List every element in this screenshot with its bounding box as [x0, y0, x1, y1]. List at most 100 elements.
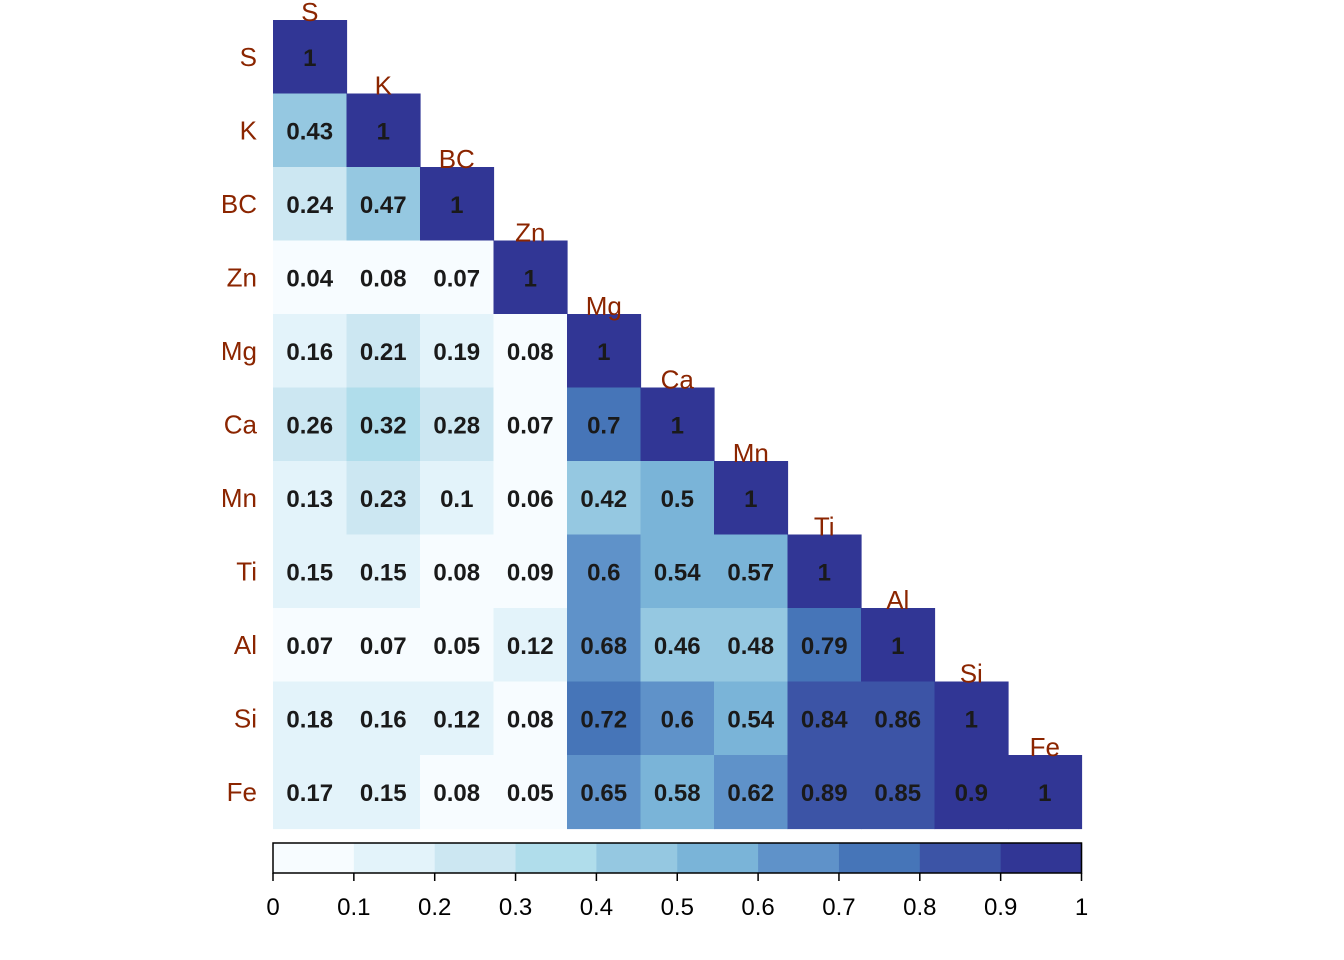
heatmap-cell-ti-mg [567, 534, 642, 609]
heatmap-cell-zn-s [273, 240, 348, 315]
heatmap-cell-si-mg [567, 681, 642, 756]
heatmap-cell-zn-bc [420, 240, 495, 315]
heatmap-cell-fe-al [861, 755, 936, 830]
cell-value-label: 1 [524, 265, 537, 292]
cell-value-label: 0.05 [433, 633, 480, 660]
heatmap-cell-al-k [346, 608, 421, 683]
heatmap-cell-ca-s [273, 387, 348, 462]
diag-label-si: Si [960, 659, 983, 689]
heatmap-cell-mg-mg [567, 314, 642, 389]
colorbar-bin [353, 843, 436, 873]
heatmap-cell-fe-s [273, 755, 348, 830]
row-label-fe: Fe [227, 777, 257, 807]
cell-value-label: 0.58 [654, 780, 701, 807]
row-label-ti: Ti [236, 556, 257, 586]
heatmap-cell-al-s [273, 608, 348, 683]
cell-value-label: 0.07 [360, 633, 407, 660]
heatmap-cell-k-s [273, 93, 348, 168]
heatmap-cell-al-mn [714, 608, 789, 683]
colorbar-tick-label: 0.2 [418, 894, 451, 921]
row-label-bc: BC [221, 189, 257, 219]
cell-value-label: 0.85 [874, 780, 921, 807]
cell-value-label: 0.54 [654, 559, 701, 586]
cell-value-label: 1 [671, 412, 684, 439]
heatmap-cell-fe-bc [420, 755, 495, 830]
row-label-si: Si [234, 703, 257, 733]
cell-value-label: 0.08 [507, 339, 554, 366]
heatmap-cell-si-si [934, 681, 1009, 756]
heatmap-cell-ti-ti [787, 534, 862, 609]
cell-value-label: 1 [965, 706, 978, 733]
cell-value-label: 0.43 [286, 118, 333, 145]
cell-value-label: 0.28 [433, 412, 480, 439]
colorbar-bin [1000, 843, 1083, 873]
colorbar-bin [758, 843, 840, 873]
diag-label-al: Al [886, 585, 909, 615]
cell-value-label: 0.46 [654, 633, 701, 660]
colorbar-tick-label: 0.6 [741, 894, 774, 921]
row-label-k: K [240, 115, 258, 145]
heatmap-cell-mn-mn [714, 461, 789, 536]
cell-value-label: 0.5 [661, 486, 694, 513]
heatmap-cell-fe-k [346, 755, 421, 830]
row-label-ca: Ca [224, 409, 258, 439]
colorbar-tick-label: 0.8 [903, 894, 936, 921]
cell-value-label: 1 [377, 118, 390, 145]
diag-label-mg: Mg [586, 291, 622, 321]
heatmap-cell-ti-s [273, 534, 348, 609]
row-label-mn: Mn [221, 483, 257, 513]
cell-value-label: 0.32 [360, 412, 407, 439]
heatmap-cell-zn-k [346, 240, 421, 315]
cell-value-label: 0.62 [727, 780, 774, 807]
heatmap-cell-si-al [861, 681, 936, 756]
cell-value-label: 0.12 [507, 633, 554, 660]
heatmap-cell-k-k [346, 93, 421, 168]
row-label-s: S [240, 42, 257, 72]
colorbar-tick-label: 0.7 [822, 894, 855, 921]
colorbar-tick-label: 1 [1075, 894, 1088, 921]
heatmap-cell-si-ti [787, 681, 862, 756]
heatmap-cell-mn-k [346, 461, 421, 536]
diag-label-mn: Mn [733, 438, 769, 468]
heatmap-cell-si-bc [420, 681, 495, 756]
heatmap-cell-s-s [273, 20, 348, 95]
heatmap-cell-fe-ti [787, 755, 862, 830]
cell-value-label: 0.15 [360, 559, 407, 586]
heatmap-cell-fe-ca [640, 755, 715, 830]
cell-value-label: 1 [450, 192, 463, 219]
heatmap-cell-ca-ca [640, 387, 715, 462]
cell-value-label: 0.68 [580, 633, 627, 660]
colorbar-bin [677, 843, 759, 873]
diag-label-zn: Zn [515, 218, 545, 248]
colorbar-bin [434, 843, 517, 873]
heatmap-cell-zn-zn [493, 240, 568, 315]
heatmap-cell-si-k [346, 681, 421, 756]
cell-value-label: 0.57 [727, 559, 774, 586]
cell-value-label: 0.08 [433, 780, 480, 807]
diag-label-fe: Fe [1030, 732, 1060, 762]
diag-label-ca: Ca [661, 365, 695, 395]
colorbar-tick-label: 0.4 [580, 894, 613, 921]
heatmap-cells: 1 0.43 1 0.24 0.47 1 0.04 0.08 0.07 1 0.16 0.21 0.19… [273, 20, 1083, 830]
colorbar-bin [919, 843, 1002, 873]
cell-value-label: 0.12 [433, 706, 480, 733]
cell-value-label: 0.86 [874, 706, 921, 733]
diag-label-ti: Ti [814, 512, 835, 542]
heatmap-cell-mg-k [346, 314, 421, 389]
heatmap-cell-mg-s [273, 314, 348, 389]
cell-value-label: 0.26 [286, 412, 333, 439]
diag-label-k: K [375, 71, 393, 101]
cell-value-label: 0.07 [286, 633, 333, 660]
diag-label-s: S [301, 0, 318, 27]
cell-value-label: 1 [891, 633, 904, 660]
cell-value-label: 1 [744, 486, 757, 513]
cell-value-label: 0.21 [360, 339, 407, 366]
colorbar-tick-label: 0 [266, 894, 279, 921]
colorbar-tick-label: 0.3 [499, 894, 532, 921]
heatmap-cell-mg-bc [420, 314, 495, 389]
heatmap-cell-bc-bc [420, 167, 495, 242]
colorbar-bin [273, 843, 355, 873]
heatmap-cell-fe-mg [567, 755, 642, 830]
heatmap-cell-fe-mn [714, 755, 789, 830]
